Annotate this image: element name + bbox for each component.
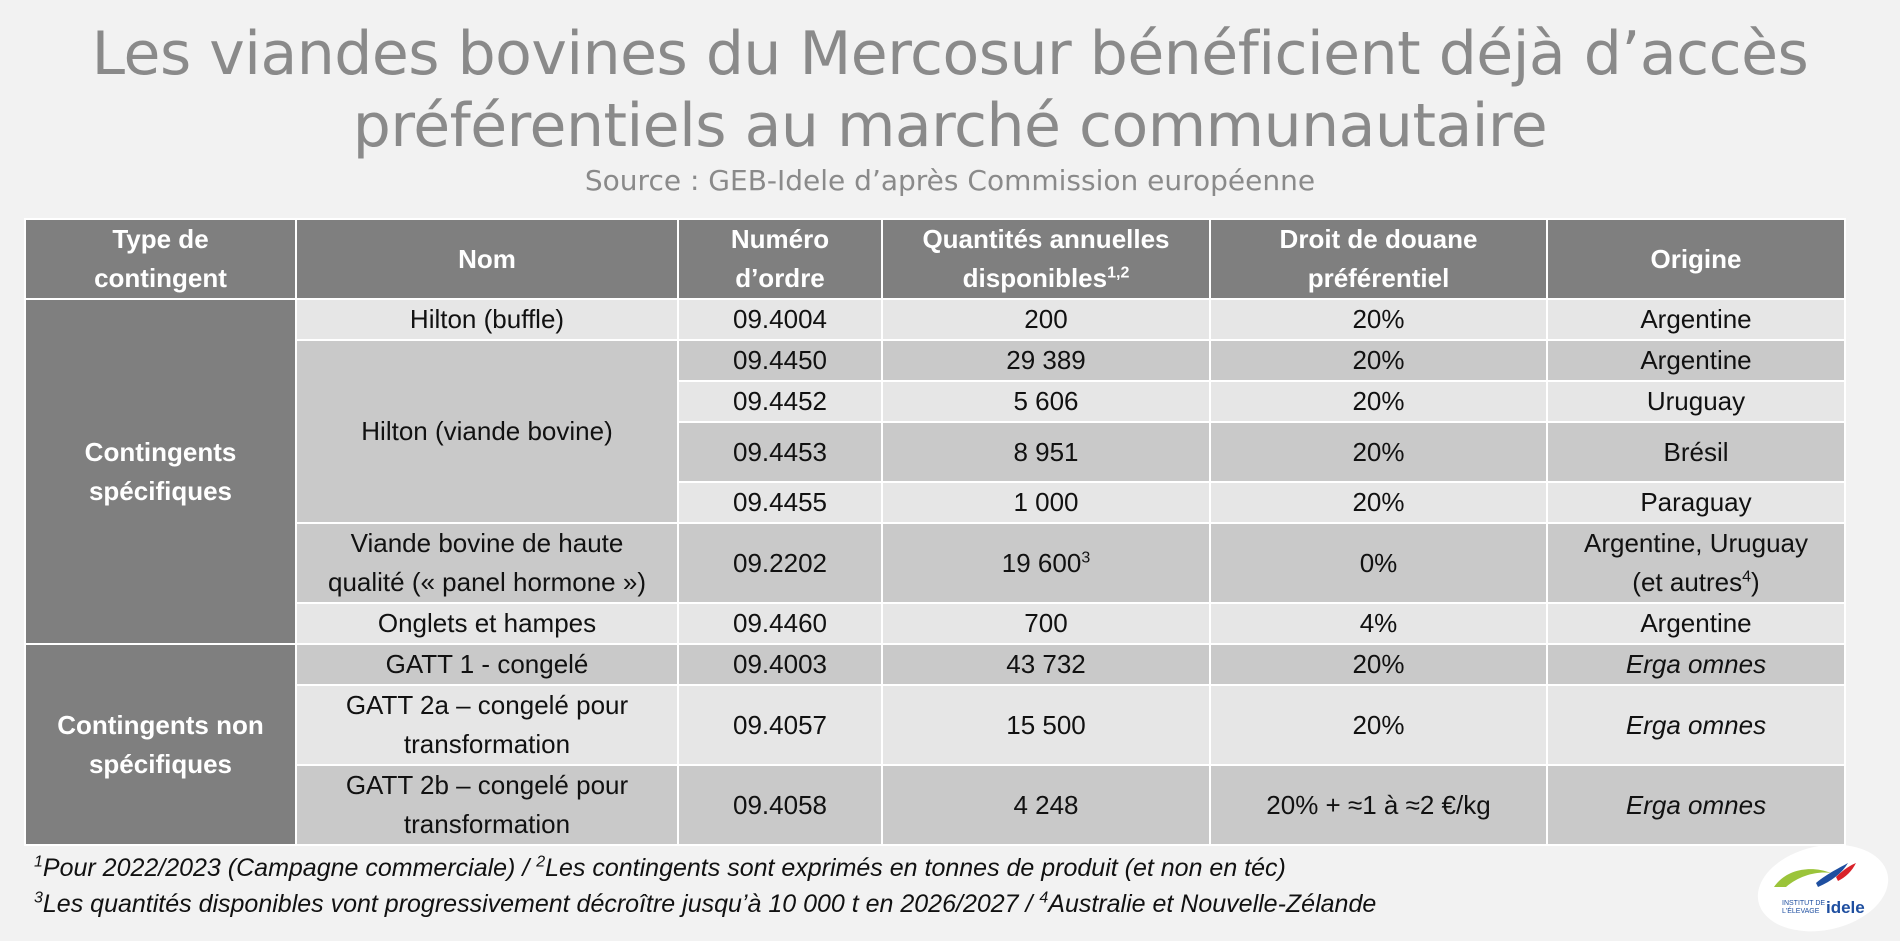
cell-numero: 09.2202 <box>677 522 883 604</box>
header-origine: Origine <box>1546 218 1846 300</box>
cell-nom: GATT 2b – congelé pour transformation <box>295 764 679 846</box>
cell-quantite: 5 606 <box>881 380 1211 423</box>
table-row: 09.4455 1 000 20% Paraguay <box>25 481 1846 524</box>
cell-nom: GATT 1 - congelé <box>295 643 679 686</box>
table-row: Hilton (viande bovine) 09.4450 29 389 20… <box>25 339 1846 524</box>
cell-nom: Onglets et hampes <box>295 602 679 645</box>
cell-quantite: 1 000 <box>881 481 1211 524</box>
logo-red-swoosh <box>1836 863 1856 881</box>
table-row: Contingents spécifiques Hilton (buffle) 0… <box>24 298 1846 645</box>
cell-origine: Erga omnes <box>1546 684 1846 766</box>
cell-numero: 09.4452 <box>677 380 883 423</box>
footnote-line-2: 3Les quantités disponibles vont progress… <box>34 889 1377 918</box>
header-type: Type de contingent <box>24 218 297 300</box>
cell-origine: Argentine <box>1546 298 1846 341</box>
header-droit: Droit de douane préférentiel <box>1209 218 1548 300</box>
cell-origine: Argentine <box>1546 602 1846 645</box>
logo-blue-swoosh <box>1816 863 1848 887</box>
cell-origine: Paraguay <box>1546 481 1846 524</box>
header-numero: Numéro d’ordre <box>677 218 883 300</box>
table-row: Viande bovine de haute qualité (« panel h… <box>25 522 1846 604</box>
logo-brand: idele <box>1826 898 1865 917</box>
cell-nom: GATT 2a – congelé pour transformation <box>295 684 679 766</box>
table-row: Onglets et hampes 09.4460 700 4% Argenti… <box>25 602 1846 645</box>
cell-quantite: 200 <box>881 298 1211 341</box>
cell-numero: 09.4057 <box>677 684 883 766</box>
group-cell-specifiques: Contingents spécifiques <box>24 298 297 645</box>
logo-text-line-2: L'ÉLEVAGE <box>1782 906 1820 915</box>
table-row: 09.4452 5 606 20% Uruguay <box>25 380 1846 423</box>
cell-droit: 4% <box>1209 602 1548 645</box>
cell-nom: Hilton (viande bovine) <box>295 339 679 524</box>
cell-origine: Erga omnes <box>1546 643 1846 686</box>
cell-droit: 20% <box>1209 684 1548 766</box>
cell-numero: 09.4003 <box>677 643 883 686</box>
cell-droit: 20% + ≈1 à ≈2 €/kg <box>1209 764 1548 846</box>
cell-quantite: 29 389 <box>881 339 1211 382</box>
cell-nom: Hilton (buffle) <box>295 298 679 341</box>
cell-numero: 09.4058 <box>677 764 883 846</box>
cell-quantite: 43 732 <box>881 643 1211 686</box>
cell-origine: Uruguay <box>1546 380 1846 423</box>
footnotes: 1Pour 2022/2023 (Campagne commerciale) /… <box>34 850 1376 922</box>
table-row: Contingents non spécifiques GATT 1 - cong… <box>24 643 1846 846</box>
cell-origine: Erga omnes <box>1546 764 1846 846</box>
cell-droit: 20% <box>1209 481 1548 524</box>
header-nom: Nom <box>295 218 679 300</box>
group-cell-non-specifiques: Contingents non spécifiques <box>24 643 297 846</box>
source-caption: Source : GEB-Idele d’après Commission eu… <box>584 164 1316 197</box>
cell-droit: 20% <box>1209 298 1548 341</box>
cell-quantite: 15 500 <box>881 684 1211 766</box>
cell-quantite: 8 951 <box>881 421 1211 483</box>
cell-quantite: 700 <box>881 602 1211 645</box>
logo-background <box>1757 844 1889 932</box>
header-quantites: Quantités annuelles disponibles1,2 <box>881 218 1211 300</box>
cell-droit: 0% <box>1209 522 1548 604</box>
footnote-line-1: 1Pour 2022/2023 (Campagne commerciale) /… <box>34 853 1286 882</box>
table-row: 09.4453 8 951 20% Brésil <box>25 421 1846 483</box>
table-header-row: Type de contingent Nom Numéro d’ordre Quan… <box>24 218 1846 300</box>
cell-origine: Argentine, Uruguay (et autres4) <box>1546 522 1846 604</box>
cell-numero: 09.4450 <box>677 339 883 382</box>
cell-droit: 20% <box>1209 643 1548 686</box>
page-title: Les viandes bovines du Mercosur bénéfici… <box>0 18 1900 162</box>
cell-numero: 09.4455 <box>677 481 883 524</box>
logo-text-line-1: INSTITUT DE <box>1782 900 1825 907</box>
title-line-2: préférentiels au marché communautaire <box>352 91 1548 161</box>
cell-droit: 20% <box>1209 339 1548 382</box>
cell-numero: 09.4004 <box>677 298 883 341</box>
cell-numero: 09.4460 <box>677 602 883 645</box>
cell-origine: Argentine <box>1546 339 1846 382</box>
cell-quantite: 19 6003 <box>881 522 1211 604</box>
table-row: GATT 2a – congelé pour transformation 09.… <box>25 684 1846 766</box>
cell-droit: 20% <box>1209 421 1548 483</box>
cell-numero: 09.4453 <box>677 421 883 483</box>
cell-droit: 20% <box>1209 380 1548 423</box>
cell-origine: Brésil <box>1546 421 1846 483</box>
title-line-1: Les viandes bovines du Mercosur bénéfici… <box>91 19 1809 89</box>
cell-nom: Viande bovine de haute qualité (« panel h… <box>295 522 679 604</box>
tariff-quota-table: Type de contingent Nom Numéro d’ordre Quan… <box>24 218 1846 846</box>
idele-logo: INSTITUT DE L'ÉLEVAGE idele <box>1757 844 1889 932</box>
table-row: GATT 2b – congelé pour transformation 09.… <box>25 764 1846 846</box>
logo-green-swoosh <box>1774 869 1831 887</box>
cell-quantite: 4 248 <box>881 764 1211 846</box>
